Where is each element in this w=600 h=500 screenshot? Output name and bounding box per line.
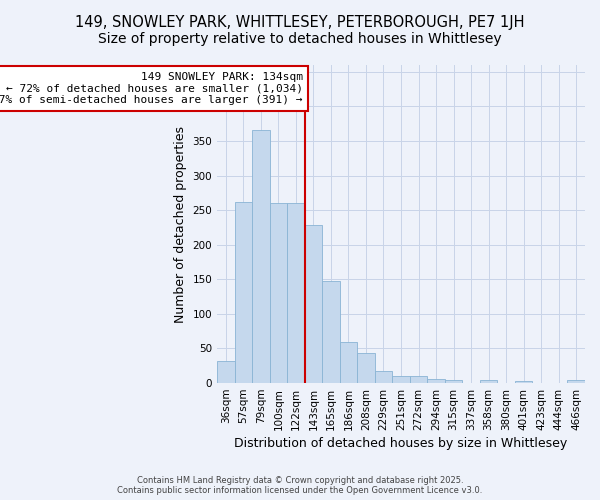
Bar (340, 342, 357, 383)
Bar (287, 202, 305, 383)
Bar (252, 130, 269, 383)
Bar (305, 226, 322, 383)
Bar (392, 376, 410, 383)
Text: Size of property relative to detached houses in Whittlesey: Size of property relative to detached ho… (98, 32, 502, 46)
Text: 149 SNOWLEY PARK: 134sqm
← 72% of detached houses are smaller (1,034)
27% of sem: 149 SNOWLEY PARK: 134sqm ← 72% of detach… (0, 72, 303, 105)
X-axis label: Distribution of detached houses by size in Whittlesey: Distribution of detached houses by size … (235, 437, 568, 450)
Bar (445, 380, 463, 383)
Text: 149, SNOWLEY PARK, WHITTLESEY, PETERBOROUGH, PE7 1JH: 149, SNOWLEY PARK, WHITTLESEY, PETERBORO… (75, 15, 525, 30)
Bar (235, 202, 252, 383)
Text: Contains HM Land Registry data © Crown copyright and database right 2025.
Contai: Contains HM Land Registry data © Crown c… (118, 476, 482, 495)
Y-axis label: Number of detached properties: Number of detached properties (174, 126, 187, 322)
Bar (269, 202, 287, 383)
Bar (357, 352, 375, 383)
Bar (568, 380, 585, 383)
Bar (427, 379, 445, 383)
Bar (480, 380, 497, 383)
Bar (322, 280, 340, 383)
Bar (375, 370, 392, 383)
Bar (410, 376, 427, 383)
Bar (217, 361, 235, 383)
Bar (515, 381, 532, 383)
